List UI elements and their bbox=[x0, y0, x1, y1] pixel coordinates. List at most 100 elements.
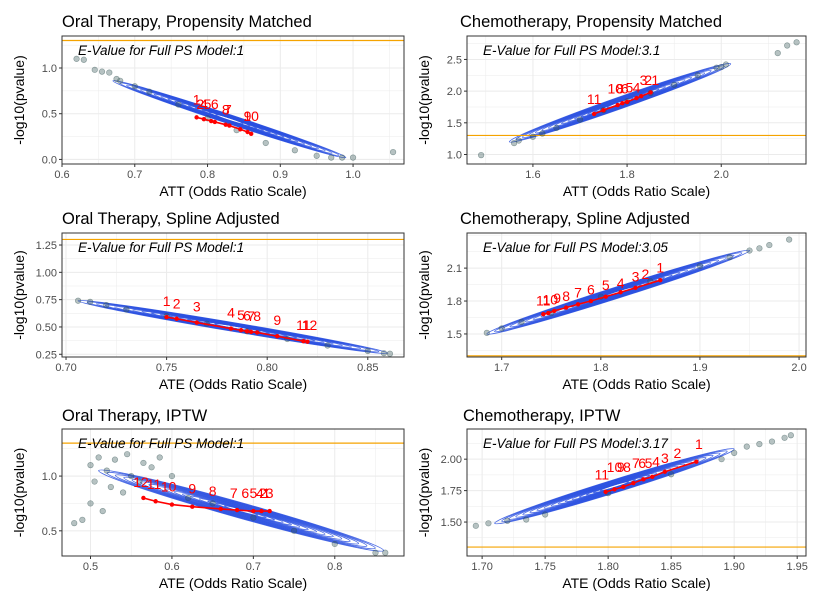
y-tick-label: 0.25 bbox=[36, 349, 57, 361]
trend-point bbox=[618, 290, 623, 295]
trend-point bbox=[615, 102, 620, 108]
data-point bbox=[209, 500, 216, 507]
data-point bbox=[483, 329, 490, 336]
model-label: 5 bbox=[249, 485, 257, 501]
data-point bbox=[731, 449, 738, 456]
model-label: 9 bbox=[617, 459, 625, 475]
model-label: 4 bbox=[200, 96, 208, 112]
model-label: 5 bbox=[237, 307, 245, 323]
data-point bbox=[515, 137, 522, 144]
y-axis-label: -log10(pvalue) bbox=[416, 448, 432, 538]
model-label: 2 bbox=[644, 72, 652, 88]
model-label: 5 bbox=[602, 277, 610, 293]
trend-point bbox=[275, 334, 280, 339]
model-label: 6 bbox=[621, 81, 629, 97]
model-label: 12 bbox=[133, 474, 149, 490]
data-point bbox=[128, 472, 135, 480]
data-point bbox=[140, 459, 147, 467]
x-tick-label: 1.80 bbox=[597, 561, 618, 573]
model-label: 10 bbox=[607, 459, 623, 475]
data-point bbox=[324, 342, 331, 349]
trend-point bbox=[238, 127, 243, 132]
x-axis-label: ATE (Odds Ratio Scale) bbox=[562, 575, 710, 591]
data-point bbox=[262, 139, 269, 147]
model-label: 2 bbox=[674, 445, 682, 461]
trend-point bbox=[648, 90, 653, 95]
trend-point bbox=[541, 312, 546, 317]
data-point bbox=[781, 434, 788, 441]
model-label: 11 bbox=[147, 476, 162, 492]
y-tick-label: 2.5 bbox=[447, 54, 462, 66]
data-point bbox=[504, 517, 511, 524]
model-label: 7 bbox=[632, 455, 640, 471]
model-label: 3 bbox=[640, 72, 648, 88]
y-tick-label: 1.0 bbox=[42, 471, 57, 483]
panel-background bbox=[62, 233, 404, 357]
model-label: 3 bbox=[266, 485, 274, 501]
x-tick-label: 0.7 bbox=[246, 561, 261, 573]
trend-point bbox=[641, 477, 646, 482]
x-tick-label: 1.9 bbox=[692, 362, 707, 374]
data-point bbox=[313, 152, 320, 159]
y-axis-label: -log10(pvalue) bbox=[416, 250, 432, 340]
x-tick-label: 1.8 bbox=[593, 362, 608, 374]
data-point bbox=[784, 42, 791, 49]
trend-point bbox=[591, 111, 597, 117]
x-axis-label: ATE (Odds Ratio Scale) bbox=[159, 376, 307, 392]
chart-title: Oral Therapy, Spline Adjusted bbox=[62, 210, 280, 228]
y-tick-label: 1.0 bbox=[447, 149, 462, 161]
data-point bbox=[103, 467, 110, 474]
model-label: 1 bbox=[193, 92, 201, 108]
y-tick-label: 0.5 bbox=[42, 526, 57, 538]
evalue-annotation: E-Value for Full PS Model:1 bbox=[78, 240, 244, 255]
data-point bbox=[91, 478, 98, 485]
trend-point bbox=[248, 131, 254, 137]
x-axis-label: ATT (Odds Ratio Scale) bbox=[159, 183, 306, 199]
model-label: 8 bbox=[209, 483, 217, 499]
data-point bbox=[743, 443, 750, 450]
model-label: 10 bbox=[608, 81, 624, 97]
data-point bbox=[250, 514, 257, 521]
trend-point bbox=[212, 119, 218, 125]
density-contour bbox=[223, 505, 259, 516]
model-label: 11 bbox=[296, 317, 311, 333]
y-tick-label: 0.0 bbox=[42, 154, 57, 166]
data-point bbox=[756, 245, 763, 252]
y-axis-label: -log10(pvalue) bbox=[11, 250, 27, 340]
data-point bbox=[146, 88, 153, 95]
model-label: 2 bbox=[196, 96, 204, 112]
data-point bbox=[113, 75, 120, 83]
data-point bbox=[117, 77, 124, 84]
data-point bbox=[498, 325, 505, 332]
trend-point bbox=[631, 480, 636, 486]
data-point bbox=[756, 440, 763, 448]
model-label: 1 bbox=[695, 436, 703, 452]
y-tick-label: 2.1 bbox=[447, 263, 462, 275]
data-point bbox=[713, 64, 720, 71]
data-point bbox=[87, 462, 94, 469]
trend-point bbox=[228, 326, 234, 331]
model-label: 11 bbox=[536, 292, 551, 308]
trend-point bbox=[575, 302, 581, 307]
y-tick-label: 2.00 bbox=[441, 454, 462, 466]
data-point bbox=[671, 81, 678, 88]
model-label: 2 bbox=[642, 266, 650, 282]
data-point bbox=[291, 147, 298, 154]
x-tick-label: 1.70 bbox=[471, 561, 492, 573]
data-point bbox=[328, 154, 335, 161]
data-point bbox=[99, 508, 106, 515]
model-label: 9 bbox=[244, 108, 252, 124]
panel-border bbox=[61, 35, 405, 165]
trend-line bbox=[543, 279, 661, 315]
model-label: 5 bbox=[204, 96, 212, 112]
trend-point bbox=[563, 305, 569, 310]
trend-point bbox=[658, 277, 663, 283]
x-tick-label: 1.6 bbox=[525, 169, 540, 181]
x-tick-label: 0.85 bbox=[357, 362, 378, 374]
model-label: 10 bbox=[243, 108, 259, 124]
data-point bbox=[136, 478, 143, 485]
data-point bbox=[472, 522, 479, 529]
